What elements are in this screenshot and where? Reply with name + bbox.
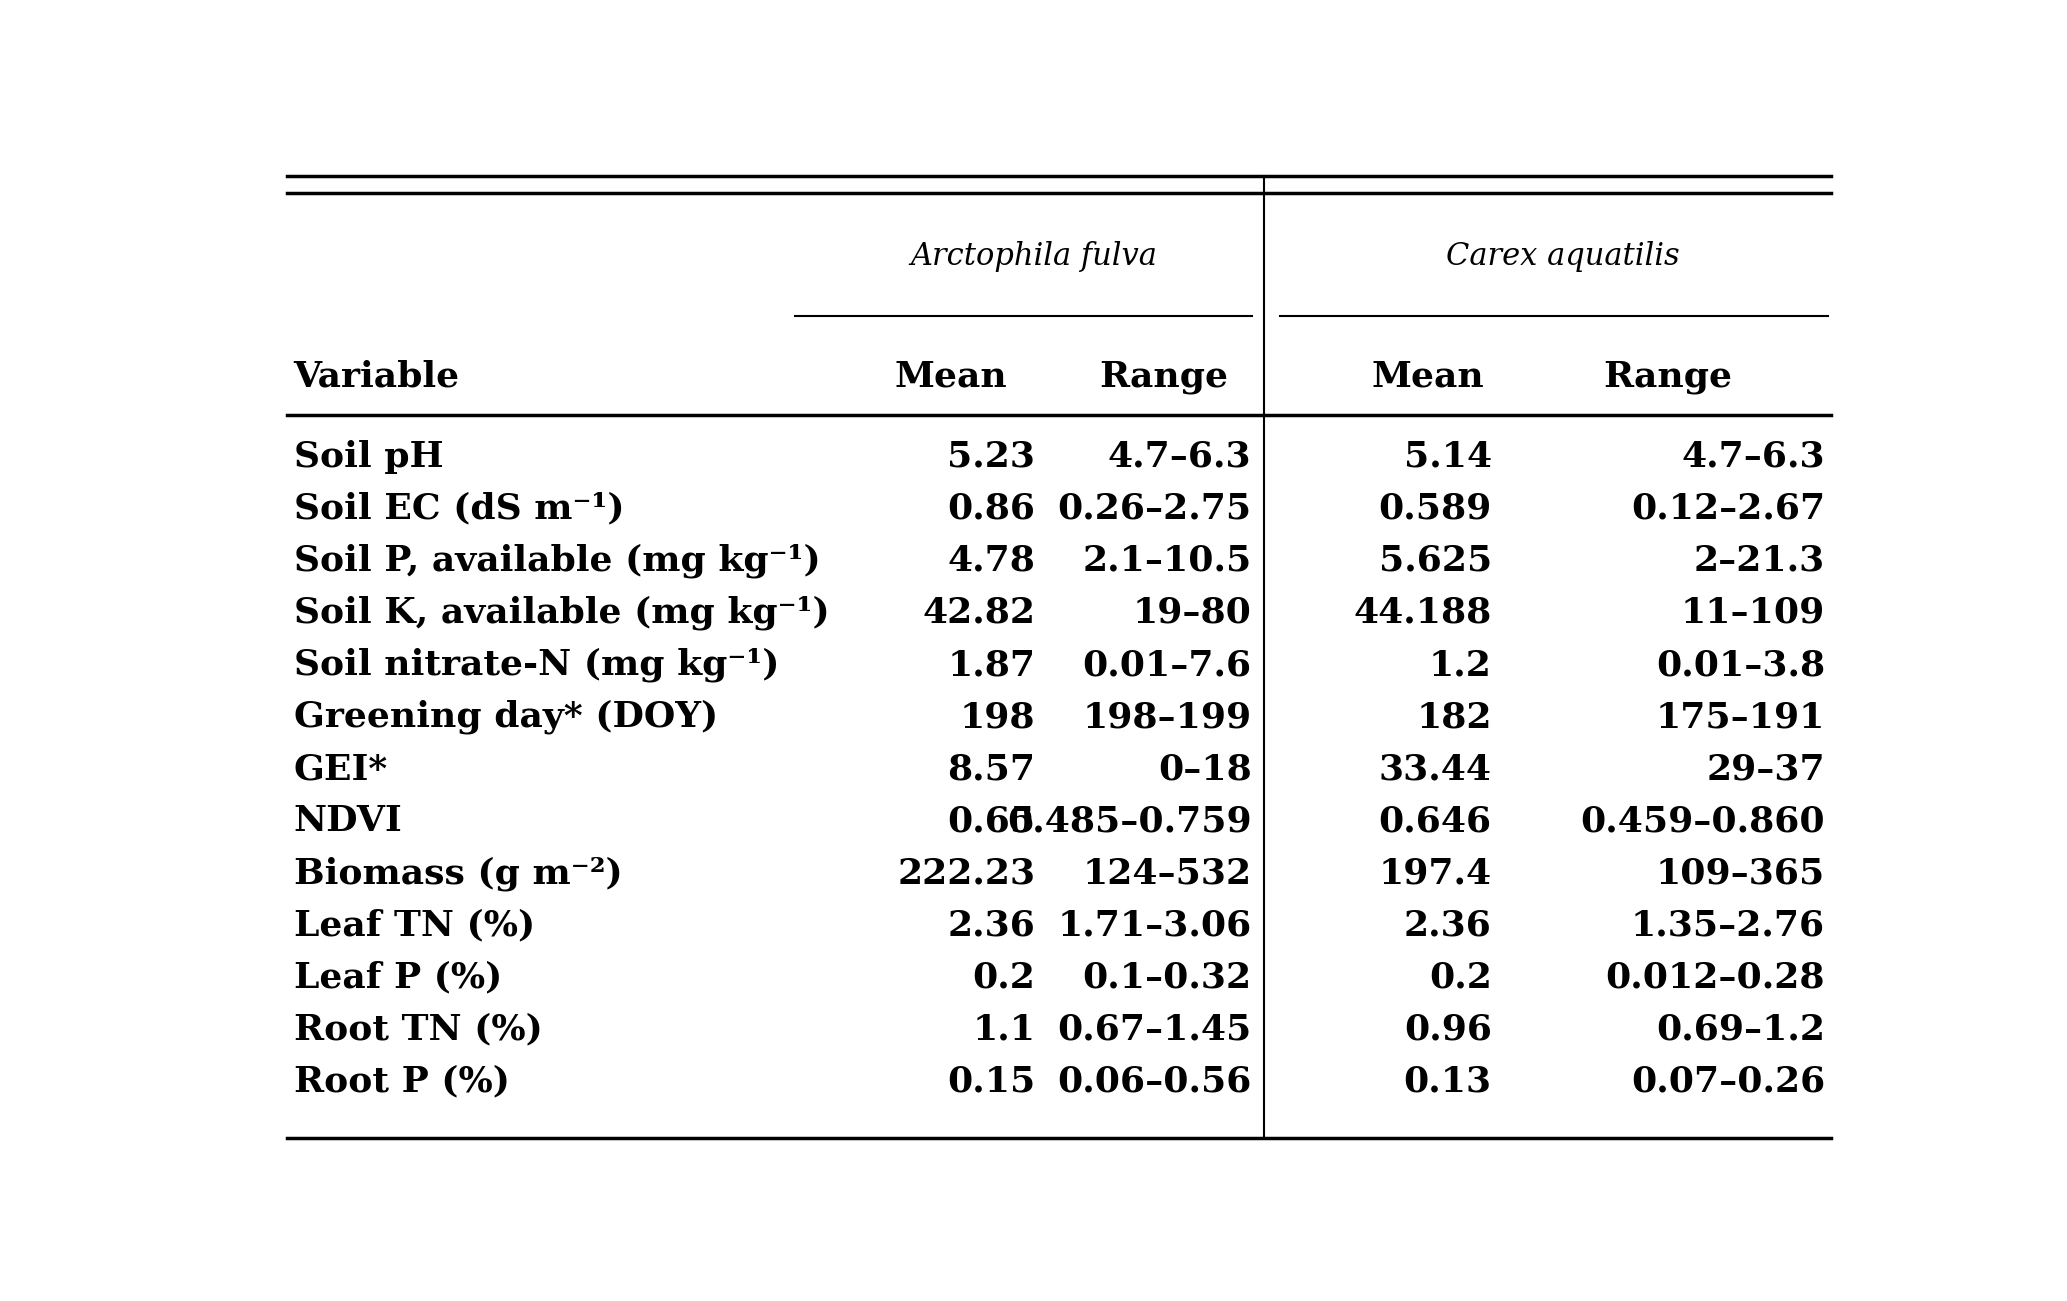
Text: 175–191: 175–191 [1656,700,1825,734]
Text: 124–532: 124–532 [1083,856,1251,890]
Text: 2.36: 2.36 [1403,908,1492,942]
Text: 1.2: 1.2 [1428,648,1492,682]
Text: Arctophila fulva: Arctophila fulva [909,241,1158,272]
Text: 4.7–6.3: 4.7–6.3 [1108,440,1251,474]
Text: Carex aquatilis: Carex aquatilis [1445,241,1678,272]
Text: 198: 198 [959,700,1036,734]
Text: 0.012–0.28: 0.012–0.28 [1606,960,1825,994]
Text: Range: Range [1604,359,1732,393]
Text: 2–21.3: 2–21.3 [1693,544,1825,578]
Text: 109–365: 109–365 [1656,856,1825,890]
Text: 0.26–2.75: 0.26–2.75 [1058,492,1251,526]
Text: 42.82: 42.82 [922,596,1036,630]
Text: 4.7–6.3: 4.7–6.3 [1680,440,1825,474]
Text: 0.69–1.2: 0.69–1.2 [1656,1012,1825,1047]
Text: 0.07–0.26: 0.07–0.26 [1631,1064,1825,1099]
Text: 5.23: 5.23 [947,440,1036,474]
Text: Greening day* (DOY): Greening day* (DOY) [294,700,717,734]
Text: NDVI: NDVI [294,804,403,838]
Text: 11–109: 11–109 [1680,596,1825,630]
Text: 0.1–0.32: 0.1–0.32 [1083,960,1251,994]
Text: 19–80: 19–80 [1133,596,1251,630]
Text: Variable: Variable [294,359,459,393]
Text: Leaf TN (%): Leaf TN (%) [294,908,535,942]
Text: 0.646: 0.646 [1379,804,1492,838]
Text: Soil P, available (mg kg⁻¹): Soil P, available (mg kg⁻¹) [294,544,821,578]
Text: Mean: Mean [895,359,1007,393]
Text: 0.2: 0.2 [971,960,1036,994]
Text: Range: Range [1100,359,1228,393]
Text: 182: 182 [1416,700,1492,734]
Text: 2.1–10.5: 2.1–10.5 [1083,544,1251,578]
Text: 0.13: 0.13 [1403,1064,1492,1099]
Text: GEI*: GEI* [294,752,389,786]
Text: 198–199: 198–199 [1083,700,1251,734]
Text: 0.485–0.759: 0.485–0.759 [1007,804,1251,838]
Text: 4.78: 4.78 [947,544,1036,578]
Text: Soil K, available (mg kg⁻¹): Soil K, available (mg kg⁻¹) [294,596,829,630]
Text: 0.06–0.56: 0.06–0.56 [1056,1064,1251,1099]
Text: Soil nitrate-N (mg kg⁻¹): Soil nitrate-N (mg kg⁻¹) [294,648,779,682]
Text: Soil EC (dS m⁻¹): Soil EC (dS m⁻¹) [294,492,624,526]
Text: Root P (%): Root P (%) [294,1064,511,1099]
Text: 0.2: 0.2 [1428,960,1492,994]
Text: 0.01–3.8: 0.01–3.8 [1656,648,1825,682]
Text: 1.71–3.06: 1.71–3.06 [1058,908,1251,942]
Text: Root TN (%): Root TN (%) [294,1012,542,1047]
Text: 197.4: 197.4 [1379,856,1492,890]
Text: Biomass (g m⁻²): Biomass (g m⁻²) [294,856,622,891]
Text: 8.57: 8.57 [947,752,1036,786]
Text: 0.12–2.67: 0.12–2.67 [1631,492,1825,526]
Text: 0.86: 0.86 [947,492,1036,526]
Text: 0.67–1.45: 0.67–1.45 [1058,1012,1251,1047]
Text: 33.44: 33.44 [1379,752,1492,786]
Text: 0.96: 0.96 [1403,1012,1492,1047]
Text: 1.1: 1.1 [971,1012,1036,1047]
Text: 5.625: 5.625 [1379,544,1492,578]
Text: 1.35–2.76: 1.35–2.76 [1631,908,1825,942]
Text: 1.87: 1.87 [947,648,1036,682]
Text: 29–37: 29–37 [1707,752,1825,786]
Text: 5.14: 5.14 [1403,440,1492,474]
Text: 0.589: 0.589 [1379,492,1492,526]
Text: Leaf P (%): Leaf P (%) [294,960,502,994]
Text: 0.459–0.860: 0.459–0.860 [1581,804,1825,838]
Text: 222.23: 222.23 [897,856,1036,890]
Text: 0.15: 0.15 [947,1064,1036,1099]
Text: 0–18: 0–18 [1158,752,1251,786]
Text: 2.36: 2.36 [947,908,1036,942]
Text: Soil pH: Soil pH [294,440,442,474]
Text: 0.01–7.6: 0.01–7.6 [1083,648,1251,682]
Text: 0.65: 0.65 [947,804,1036,838]
Text: 44.188: 44.188 [1354,596,1492,630]
Text: Mean: Mean [1370,359,1484,393]
